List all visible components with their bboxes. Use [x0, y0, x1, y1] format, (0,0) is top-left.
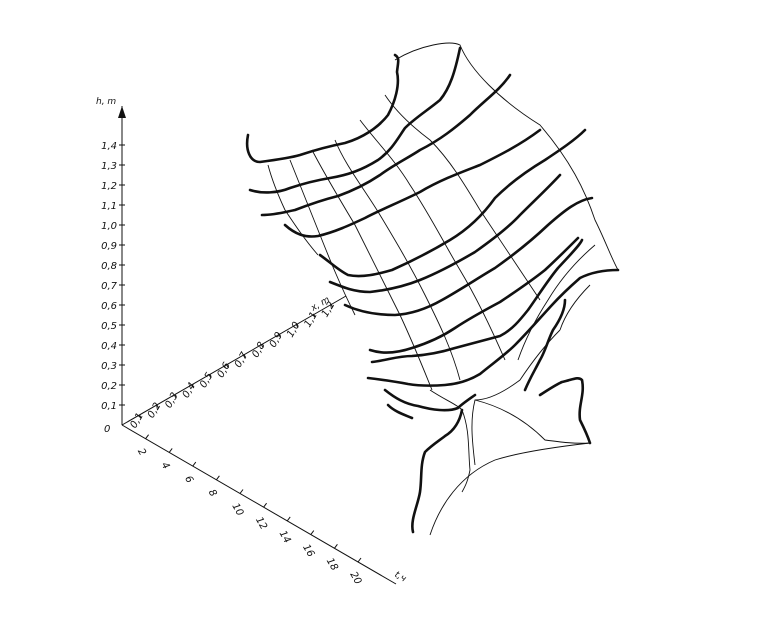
t-tick-label: 18	[324, 556, 340, 573]
contour-line	[370, 238, 584, 364]
contour-line	[318, 128, 587, 278]
t-tick	[286, 516, 291, 522]
mesh-line	[394, 42, 619, 271]
t-tick-label: 4	[159, 460, 172, 471]
x-tick	[278, 333, 282, 338]
mesh-line	[474, 399, 591, 444]
mesh-line	[311, 149, 433, 391]
t-axis-line	[121, 424, 397, 585]
x-tick	[295, 323, 299, 328]
x-tick-label: 0,5	[198, 371, 215, 390]
origin-label: 0	[104, 424, 110, 435]
contour-line	[368, 236, 580, 354]
x-tick	[208, 374, 212, 379]
t-tick	[357, 557, 362, 563]
surface-contours	[245, 46, 620, 534]
h-tick-label: 0,8	[101, 261, 117, 272]
surface-mesh	[267, 42, 619, 536]
h-tick-label: 1,3	[101, 161, 117, 172]
x-tick	[173, 394, 177, 399]
mesh-line	[267, 164, 319, 256]
x-tick	[312, 313, 316, 318]
contour-line	[386, 403, 414, 420]
contour-line	[283, 128, 542, 238]
t-tick-label: 12	[253, 515, 269, 532]
t-tick	[263, 502, 268, 508]
t-tick	[310, 530, 315, 535]
h-tick-label: 1,1	[101, 201, 117, 212]
x-axis-ticks: 0,10,20,30,40,50,60,70,80,91,01,11,2	[128, 300, 337, 430]
x-tick-label: 0,9	[268, 330, 285, 349]
x-axis-line	[121, 295, 347, 426]
mesh-line	[384, 94, 541, 301]
mesh-line	[429, 442, 591, 536]
x-tick	[191, 384, 195, 389]
h-tick-label: 1,4	[101, 141, 117, 152]
contour-line	[383, 388, 477, 412]
h-tick-label: 0,4	[101, 341, 117, 352]
h-tick-label: 0,1	[101, 401, 117, 412]
h-axis-arrow	[118, 106, 126, 118]
contour-line	[538, 377, 592, 445]
t-tick-label: 16	[300, 543, 316, 560]
mesh-line	[517, 244, 596, 361]
x-tick	[138, 414, 142, 419]
x-tick	[225, 364, 229, 369]
h-axis-ticks: 0,1 0,2 0,3 0,4 0,5 0,6 0,7 0,8 0,9 1,0 1,1 1,2 1,3 1…	[101, 141, 125, 412]
h-tick-label: 0,6	[101, 301, 117, 312]
t-tick-label: 10	[229, 502, 245, 519]
x-tick-label: 0,1	[128, 411, 145, 430]
contour-line	[260, 73, 512, 217]
x-tick-label: 1,0	[285, 320, 302, 339]
contour-line	[343, 196, 594, 317]
contour-line	[328, 173, 562, 294]
contour-line	[523, 298, 567, 392]
h-tick-label: 1,0	[101, 221, 117, 232]
t-tick	[215, 475, 220, 481]
x-tick-label: 0,8	[250, 340, 267, 359]
mesh-line	[334, 139, 461, 381]
t-tick	[239, 489, 244, 494]
t-tick	[333, 543, 338, 549]
t-tick-label: 20	[347, 570, 363, 587]
h-tick-label: 0,3	[101, 361, 117, 372]
h-tick-label: 0,5	[101, 321, 117, 332]
contour-line	[366, 268, 620, 387]
x-tick	[260, 343, 264, 348]
mesh-line	[289, 159, 356, 316]
t-tick	[168, 448, 173, 453]
t-axis-title: t,ч	[393, 570, 408, 585]
x-tick	[330, 303, 334, 308]
x-tick	[243, 354, 247, 359]
mesh-line	[429, 389, 471, 493]
x-tick	[156, 404, 160, 409]
x-tick-label: 0,6	[215, 361, 232, 380]
contour-line	[411, 408, 464, 534]
mesh-line	[471, 329, 561, 466]
h-tick-label: 0,7	[101, 281, 118, 292]
contour-line	[245, 53, 400, 164]
contour-line	[248, 46, 462, 194]
t-tick	[145, 434, 150, 440]
h-tick-label: 1,2	[101, 181, 117, 192]
t-tick	[192, 461, 197, 467]
h-tick-label: 0,9	[101, 241, 117, 252]
t-tick-label: 6	[182, 474, 195, 485]
t-tick-label: 2	[135, 447, 148, 458]
x-tick-label: 0,2	[146, 401, 163, 420]
x-tick-label: 0,4	[181, 381, 198, 400]
t-tick-label: 14	[277, 529, 293, 546]
mesh-line	[559, 284, 591, 331]
h-axis-title: h, m	[96, 97, 116, 107]
h-tick-label: 0,2	[101, 381, 117, 392]
x-tick-label: 0,3	[163, 391, 180, 410]
t-tick-label: 8	[206, 488, 219, 499]
